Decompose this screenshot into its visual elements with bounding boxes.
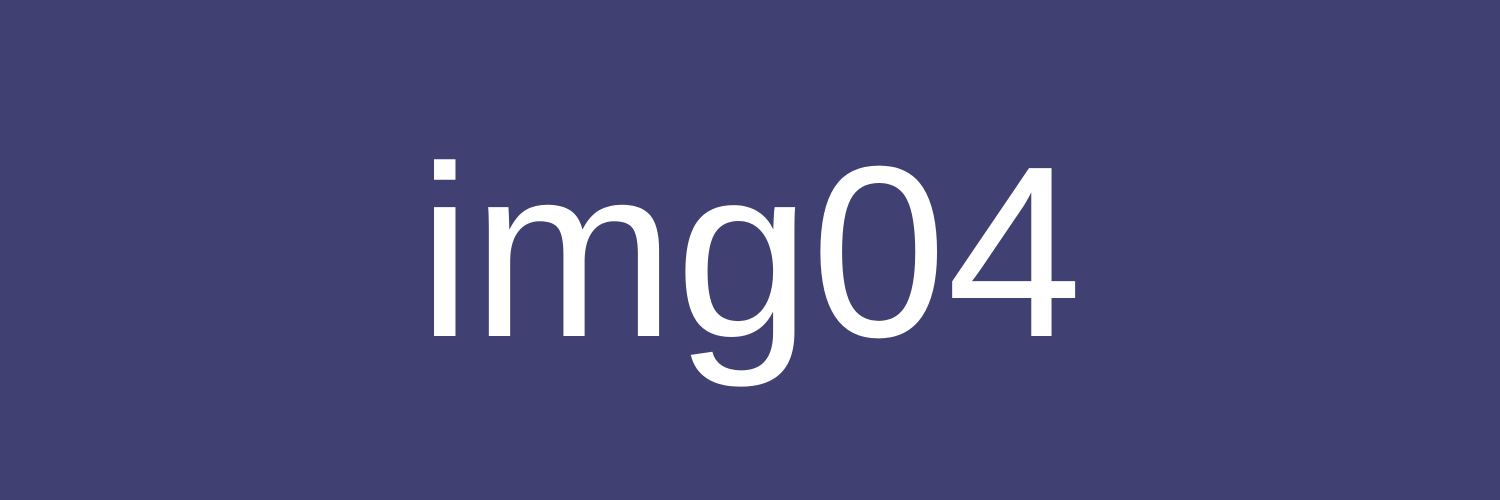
placeholder-label: img04 — [417, 115, 1083, 388]
